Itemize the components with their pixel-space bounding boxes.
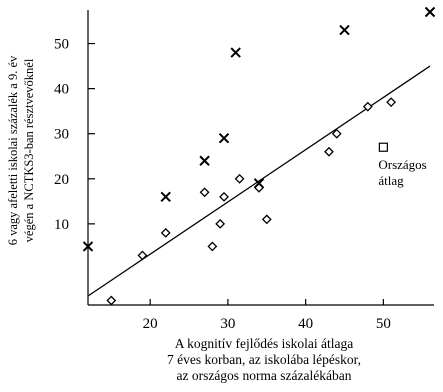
cross-point [230,47,241,58]
cross-point [339,24,350,36]
diamond-point [386,97,397,108]
x-axis-label-line: az országos norma százalékában [176,368,351,383]
x-tick-label: 30 [220,316,235,332]
x-tick-label: 50 [376,316,391,332]
y-axis-label: 6 vagy afeletti iskolai százalék a 9. év… [6,55,36,245]
diamond-point [234,173,245,184]
diamond-point [254,182,264,193]
y-tick-label: 20 [54,172,69,188]
diamond-point [160,227,171,238]
axes [87,10,434,306]
diamond-point [261,214,272,225]
cross-point [82,241,94,252]
y-axis-label-line: 6 vagy afeletti iskolai százalék a 9. év [6,55,20,245]
diamond-point [137,250,148,261]
x-tick-label: 40 [298,316,313,332]
diamond-point [331,128,342,139]
y-tick-label: 50 [54,37,69,53]
diamond-point [207,241,218,252]
diamond-point [215,218,226,229]
y-tick-label: 30 [54,127,69,143]
tick-labels: 10 20 30 40 50 20 30 40 50 [54,37,391,332]
diamond-point [199,187,210,198]
x-axis-label-line: 7 éves korban, az iskolába lépéskor, [167,352,361,367]
x-axis-label-line: A kognitív fejlődés iskolai átlaga [175,336,353,351]
y-axis-label-line: végén a NCTKS3-ban résztvevőknél [22,58,36,242]
data-points [82,6,436,306]
y-tick-label: 40 [54,82,69,98]
diamond-point [106,295,117,306]
square-marker [378,142,388,152]
y-tick-label: 10 [54,217,69,233]
diamond-point [362,101,373,112]
cross-point [199,155,210,166]
annotation-text: átlag [378,173,404,188]
diamond-point [219,191,229,202]
diamond-point [324,146,334,157]
annotation-text: Országos [378,157,426,172]
cross-point [218,133,230,144]
x-tick-label: 20 [143,316,158,332]
cross-point [424,6,436,18]
cross-point [160,191,171,203]
